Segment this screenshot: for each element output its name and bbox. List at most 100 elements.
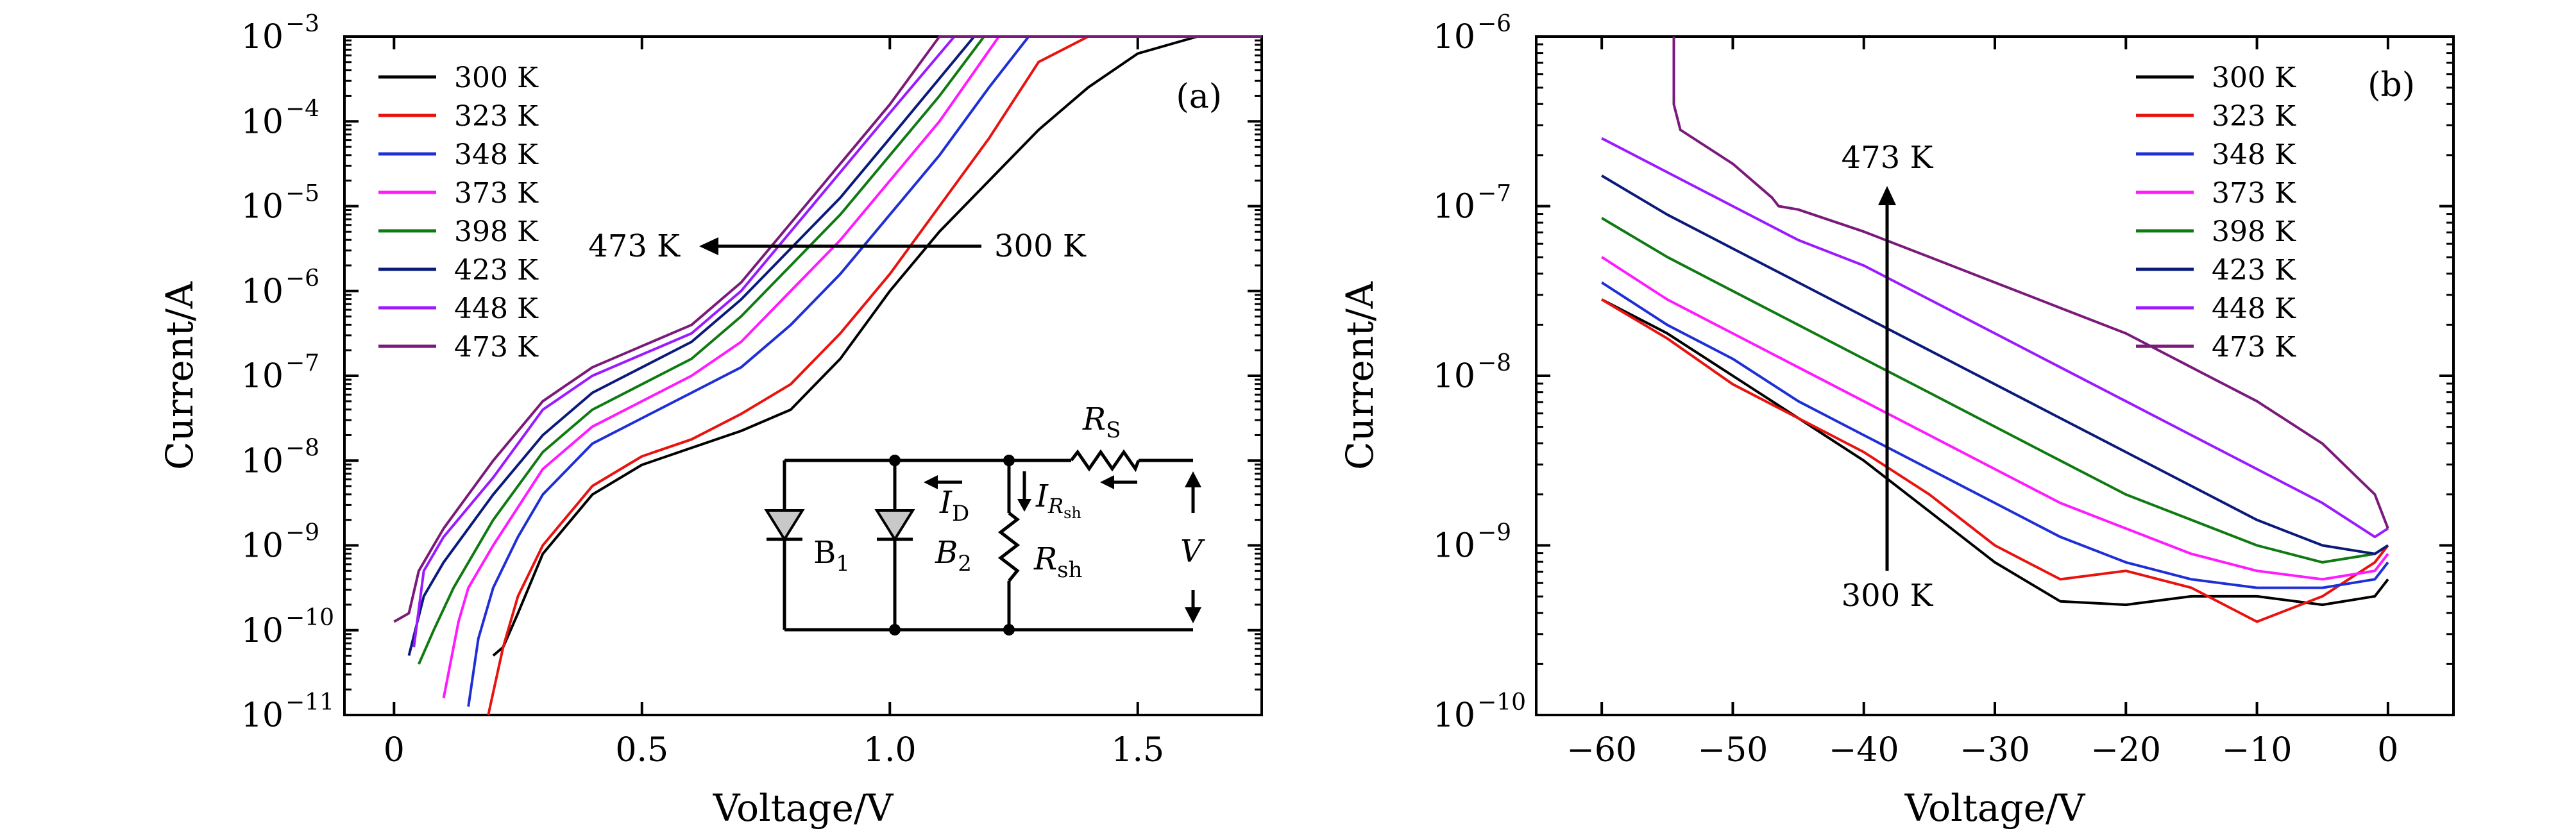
y-tick-exponent: −4 [285,96,319,122]
circuit-nodes [889,455,1015,635]
rs-sub: S [1106,417,1121,443]
irsh-sub: R [1047,494,1063,518]
y-tick-label: 10 [241,357,284,396]
y-tick-label: 10 [241,188,284,226]
svg-text:Rsh: Rsh [1033,541,1083,583]
series-line-348k [467,35,1262,707]
y-axis-title-b: Current/A [1338,281,1382,470]
series-line-473k [393,35,1262,623]
legend-label: 348 K [2212,139,2296,171]
series-line-423k [407,35,1262,656]
y-tick-exponent: −8 [285,435,319,461]
legend-label: 373 K [2212,177,2296,210]
annotation-473k-b: 473 K [1842,140,1934,176]
legend-label: 423 K [2212,254,2296,287]
y-tick-label: 10 [241,442,284,480]
legend-label: 473 K [454,331,539,364]
b1-label: B [813,535,836,571]
series-line-473k [1672,37,2389,529]
y-tick-exponent: −9 [1477,520,1511,546]
legend-label: 398 K [454,215,539,248]
b2-sub: 2 [958,551,972,576]
svg-text:ID: ID [939,485,969,526]
diode-b1-icon [764,509,805,542]
svg-text:RS: RS [1082,401,1121,443]
id-sub: D [952,501,969,526]
circuit-labels: RS ID IRsh B1 B2 Rsh V [813,401,1205,583]
legend-label: 348 K [454,139,539,171]
panel-label-b: (b) [2368,66,2415,105]
series-line-448k [412,35,1262,648]
irsh-subsub: sh [1063,504,1081,522]
x-tick-label: 1.5 [1111,731,1164,770]
svg-text:B2: B2 [935,535,972,576]
x-tick-label: −50 [1698,731,1768,770]
svg-text:B1: B1 [813,535,850,576]
plot-frame-b [1535,35,2455,716]
arrow-head-icon [1878,186,1896,205]
legend-label: 423 K [454,254,539,287]
annotation-473k-a: 473 K [588,228,681,264]
v-label: V [1180,534,1205,569]
series-line-300k [1601,298,2389,607]
rsh-sub: sh [1057,557,1082,583]
y-tick-label: 10 [241,18,284,56]
x-tick-label: −40 [1829,731,1899,770]
arrow-head-icon [699,237,718,255]
x-tick-label: −10 [2222,731,2292,770]
legend-label: 473 K [2212,331,2296,364]
y-tick-label: 10 [241,612,284,650]
resistor-rsh-icon [997,512,1021,582]
legend-label: 448 K [454,292,539,325]
annotation-300k-a: 300 K [994,228,1087,264]
x-tick-label: −60 [1566,731,1637,770]
x-axis-title-a: Voltage/V [713,786,894,830]
y-tick-label: 10 [1433,18,1475,56]
rsh-label: R [1033,541,1057,577]
y-tick-exponent: −10 [1477,689,1526,716]
curves-a [393,35,1262,716]
series-line-448k [1601,137,2389,539]
y-tick-exponent: −7 [285,350,319,376]
id-label: I [939,485,953,521]
resistor-rs-icon [1070,449,1140,473]
x-axis-ticks-a: 0 0.5 1.0 1.5 [384,37,1164,770]
y-tick-exponent: −5 [285,181,319,207]
curves-b [1601,37,2389,623]
legend-a: 300 K 323 K 348 K 373 K 398 K 423 K 448 K 473 K [378,62,539,364]
x-tick-label: 0 [384,731,405,770]
y-tick-label: 10 [241,103,284,141]
y-tick-exponent: −11 [285,689,334,716]
legend-label: 300 K [2212,62,2296,94]
legend-b: 300 K 323 K 348 K 373 K 398 K 423 K 448 K 473 K [2136,62,2296,364]
x-axis-ticks-b: −60 −50 −40 −30 −20 −10 0 [1566,37,2398,770]
x-tick-label: 0 [2377,731,2398,770]
y-tick-exponent: −7 [1477,181,1511,207]
y-tick-exponent: −8 [1477,350,1511,376]
y-tick-label: 10 [1433,188,1475,226]
circuit-arrows [924,471,1201,623]
y-tick-exponent: −10 [285,605,334,631]
equivalent-circuit [764,449,1195,632]
series-line-373k [1601,256,2389,581]
series-line-373k [442,35,1262,698]
x-tick-label: 0.5 [615,731,668,770]
legend-label: 373 K [454,177,539,210]
panel-label-a: (a) [1176,78,1222,116]
series-line-323k [1601,298,2389,623]
series-line-398k [418,35,1262,665]
svg-text:IRsh: IRsh [1035,478,1081,522]
series-line-300k [492,35,1262,657]
series-line-398k [1601,217,2389,564]
irsh-label: I [1035,478,1049,514]
y-axis-title-a: Current/A [158,281,201,470]
y-tick-label: 10 [1433,696,1475,735]
y-tick-exponent: −9 [285,520,319,546]
diode-b2-icon [874,509,915,542]
rs-label: R [1082,401,1106,437]
y-tick-exponent: −6 [285,265,319,292]
legend-label: 323 K [2212,100,2296,133]
